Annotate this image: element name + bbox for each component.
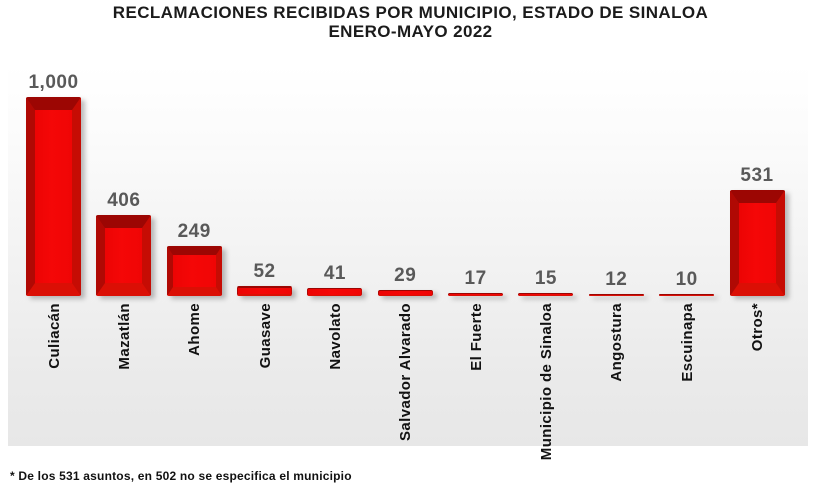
bar-category-label: Otros* — [749, 303, 766, 352]
bar-value: 531 — [740, 165, 774, 186]
bar-value: 249 — [177, 221, 211, 242]
bar-value: 10 — [675, 269, 698, 290]
bar-value: 41 — [323, 263, 346, 284]
bar — [377, 290, 433, 296]
bar — [448, 293, 504, 296]
bar-value: 17 — [464, 268, 487, 289]
bar — [729, 190, 785, 296]
chart-subtitle: ENERO-MAYO 2022 — [328, 22, 493, 41]
bar-category-label: El Fuerte — [467, 303, 485, 371]
bar — [166, 246, 222, 296]
bar-category-label: Escuinapa — [678, 303, 696, 382]
bar — [588, 294, 644, 296]
bar-value: 15 — [534, 268, 558, 289]
bar — [659, 294, 715, 296]
bar-value: 29 — [394, 265, 417, 286]
bar-category-label: Culiacán — [45, 303, 63, 369]
chart-footnote: * De los 531 asuntos, en 502 no se espec… — [10, 469, 352, 483]
bar-category-label: Angostura — [608, 303, 626, 382]
bar — [26, 97, 81, 296]
bar-category-label: Ahome — [186, 303, 204, 356]
bar-category-label: Municipio de Sinaloa — [537, 303, 555, 461]
bar-value: 1,000 — [28, 72, 79, 93]
bar — [237, 286, 293, 296]
bar-category-label: Mazatlán — [115, 303, 133, 370]
bar-value: 12 — [605, 269, 628, 290]
bar-category-label: Guasave — [256, 303, 274, 369]
bar-value: 406 — [107, 190, 141, 211]
bar — [518, 293, 574, 296]
bar-category-label: Salvador Alvarado — [397, 303, 415, 441]
bar — [96, 215, 152, 296]
bar-value: 52 — [253, 261, 276, 282]
bar-category-label: Navolato — [326, 303, 344, 370]
chart-title: RECLAMACIONES RECIBIDAS POR MUNICIPIO, E… — [112, 3, 709, 22]
bar — [307, 288, 363, 296]
